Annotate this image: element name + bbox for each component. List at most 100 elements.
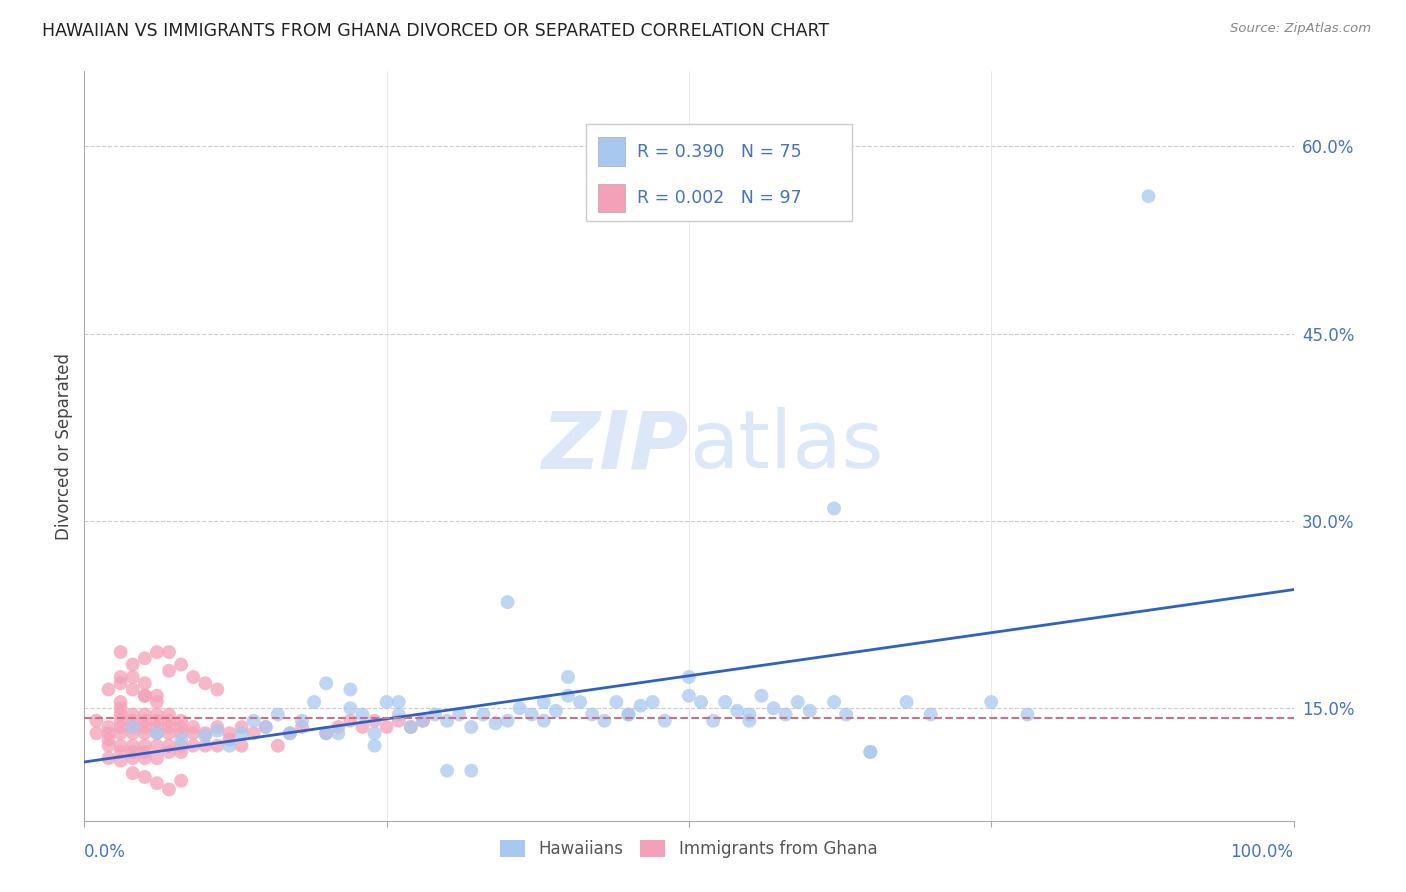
Point [110,695,132,709]
Point [291,720,314,734]
Point [291,714,314,728]
Point [121,751,143,765]
Point [799,704,821,718]
Point [157,782,180,797]
Text: Source: ZipAtlas.com: Source: ZipAtlas.com [1230,22,1371,36]
Point [146,714,169,728]
Point [134,726,156,740]
Point [121,682,143,697]
Point [484,716,506,731]
Point [146,739,169,753]
Point [97,726,120,740]
Point [436,714,458,728]
FancyBboxPatch shape [599,137,624,166]
Point [97,682,120,697]
Point [423,707,446,722]
Point [97,751,120,765]
Point [751,689,773,703]
Point [146,720,169,734]
Point [690,695,713,709]
Point [218,732,240,747]
Point [170,714,193,728]
Point [207,720,229,734]
Point [375,695,398,709]
Point [859,745,882,759]
Point [605,695,627,709]
Point [146,726,169,740]
Point [581,707,603,722]
Point [134,751,156,765]
Text: R = 0.390   N = 75: R = 0.390 N = 75 [637,143,801,161]
Point [328,720,350,734]
Point [110,645,132,659]
Text: 100.0%: 100.0% [1230,843,1294,861]
Point [460,764,482,778]
Point [254,720,277,734]
Point [859,745,882,759]
Point [242,726,264,740]
Point [134,707,156,722]
Point [267,739,290,753]
Point [134,720,156,734]
Point [181,670,204,684]
Point [980,695,1002,709]
Point [641,695,664,709]
Point [86,726,108,740]
Point [472,707,495,722]
Point [352,720,374,734]
Point [231,720,253,734]
Point [157,664,180,678]
Text: ZIP: ZIP [541,407,689,485]
Point [134,689,156,703]
Point [110,726,132,740]
Text: atlas: atlas [689,407,883,485]
Point [725,704,748,718]
FancyBboxPatch shape [599,184,624,212]
Point [97,732,120,747]
Point [121,657,143,672]
Point [1017,707,1039,722]
Point [86,714,108,728]
Point [146,726,169,740]
Point [315,676,337,690]
Point [702,714,724,728]
Point [315,726,337,740]
Point [388,707,411,722]
Point [121,707,143,722]
Point [170,773,193,788]
Point [134,651,156,665]
Point [509,701,531,715]
Point [121,714,143,728]
Point [388,714,411,728]
Point [157,707,180,722]
Point [835,707,858,722]
Point [544,704,567,718]
Point [194,676,217,690]
Point [412,714,434,728]
Point [738,707,761,722]
Point [134,770,156,784]
Point [157,645,180,659]
Point [134,689,156,703]
Point [218,739,240,753]
Point [714,695,737,709]
Point [302,695,325,709]
Point [460,720,482,734]
Point [375,720,398,734]
Point [194,726,217,740]
Point [339,682,361,697]
Point [569,695,592,709]
Point [157,714,180,728]
Point [617,707,640,722]
Point [896,695,918,709]
Point [146,707,169,722]
Point [533,695,555,709]
Point [823,695,845,709]
Point [134,745,156,759]
Point [146,695,169,709]
Point [170,745,193,759]
Point [170,726,193,740]
Point [110,754,132,768]
Legend: Hawaiians, Immigrants from Ghana: Hawaiians, Immigrants from Ghana [494,833,884,864]
Point [110,739,132,753]
